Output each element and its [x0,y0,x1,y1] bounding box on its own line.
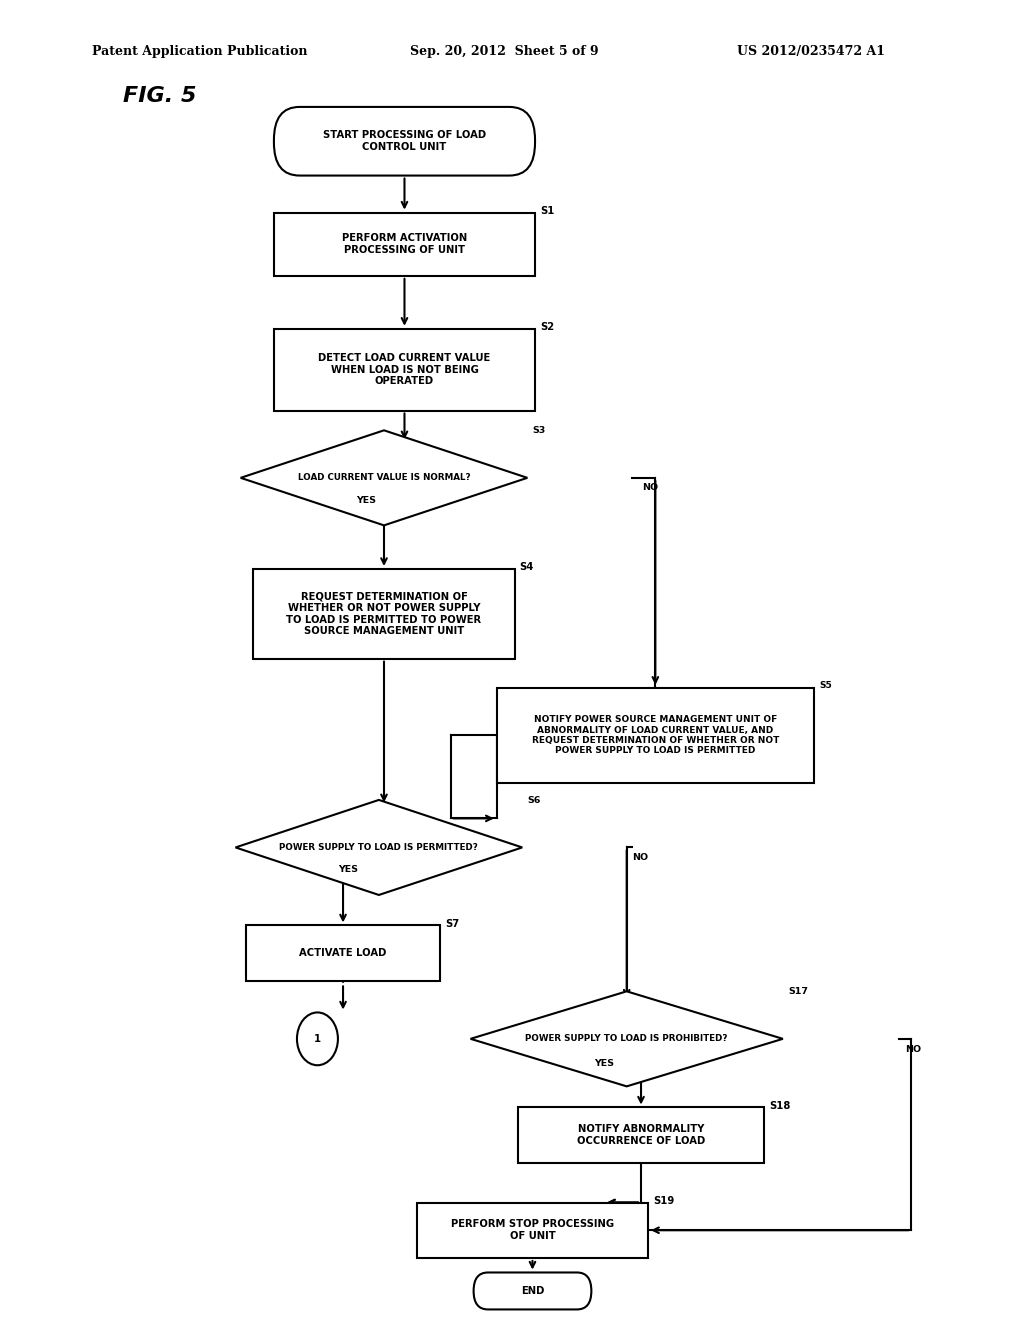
Text: S18: S18 [769,1101,791,1111]
Text: POWER SUPPLY TO LOAD IS PERMITTED?: POWER SUPPLY TO LOAD IS PERMITTED? [280,843,478,851]
Text: S4: S4 [519,562,535,573]
Polygon shape [241,430,527,525]
Text: S3: S3 [532,426,546,436]
Polygon shape [471,991,782,1086]
Text: S5: S5 [819,681,831,690]
Text: S19: S19 [653,1196,674,1206]
Text: FIG. 5: FIG. 5 [123,86,197,106]
Text: PERFORM ACTIVATION
PROCESSING OF UNIT: PERFORM ACTIVATION PROCESSING OF UNIT [342,234,467,255]
Bar [274,213,535,276]
Text: NO: NO [905,1045,922,1053]
Text: S2: S2 [541,322,554,333]
Text: DETECT LOAD CURRENT VALUE
WHEN LOAD IS NOT BEING
OPERATED: DETECT LOAD CURRENT VALUE WHEN LOAD IS N… [318,352,490,387]
Circle shape [297,1012,338,1065]
Text: S7: S7 [445,919,460,929]
Text: US 2012/0235472 A1: US 2012/0235472 A1 [737,45,886,58]
Text: NO: NO [632,854,648,862]
Text: S17: S17 [788,987,808,997]
Text: LOAD CURRENT VALUE IS NORMAL?: LOAD CURRENT VALUE IS NORMAL? [298,474,470,482]
Text: PERFORM STOP PROCESSING
OF UNIT: PERFORM STOP PROCESSING OF UNIT [451,1220,614,1241]
Polygon shape [236,800,522,895]
Bar [418,1203,648,1258]
Bar [274,329,535,411]
Text: REQUEST DETERMINATION OF
WHETHER OR NOT POWER SUPPLY
TO LOAD IS PERMITTED TO POW: REQUEST DETERMINATION OF WHETHER OR NOT … [287,591,481,636]
Bar [254,569,514,659]
Text: Sep. 20, 2012  Sheet 5 of 9: Sep. 20, 2012 Sheet 5 of 9 [410,45,598,58]
Text: NO: NO [642,483,658,491]
Text: Patent Application Publication: Patent Application Publication [92,45,307,58]
Text: ACTIVATE LOAD: ACTIVATE LOAD [299,948,387,958]
FancyBboxPatch shape [473,1272,592,1309]
Text: NOTIFY ABNORMALITY
OCCURRENCE OF LOAD: NOTIFY ABNORMALITY OCCURRENCE OF LOAD [577,1125,706,1146]
Text: END: END [521,1286,544,1296]
Text: NOTIFY POWER SOURCE MANAGEMENT UNIT OF
ABNORMALITY OF LOAD CURRENT VALUE, AND
RE: NOTIFY POWER SOURCE MANAGEMENT UNIT OF A… [531,715,779,755]
Bar [518,1107,764,1163]
Text: START PROCESSING OF LOAD
CONTROL UNIT: START PROCESSING OF LOAD CONTROL UNIT [323,131,486,152]
Text: 1: 1 [314,1034,321,1044]
FancyBboxPatch shape [274,107,535,176]
Text: S6: S6 [527,796,541,805]
Text: YES: YES [594,1059,614,1068]
Text: POWER SUPPLY TO LOAD IS PROHIBITED?: POWER SUPPLY TO LOAD IS PROHIBITED? [525,1035,728,1043]
Bar [246,925,440,981]
Text: S1: S1 [541,206,555,216]
Bar [497,688,814,783]
Text: YES: YES [338,865,358,874]
Text: YES: YES [356,496,377,506]
